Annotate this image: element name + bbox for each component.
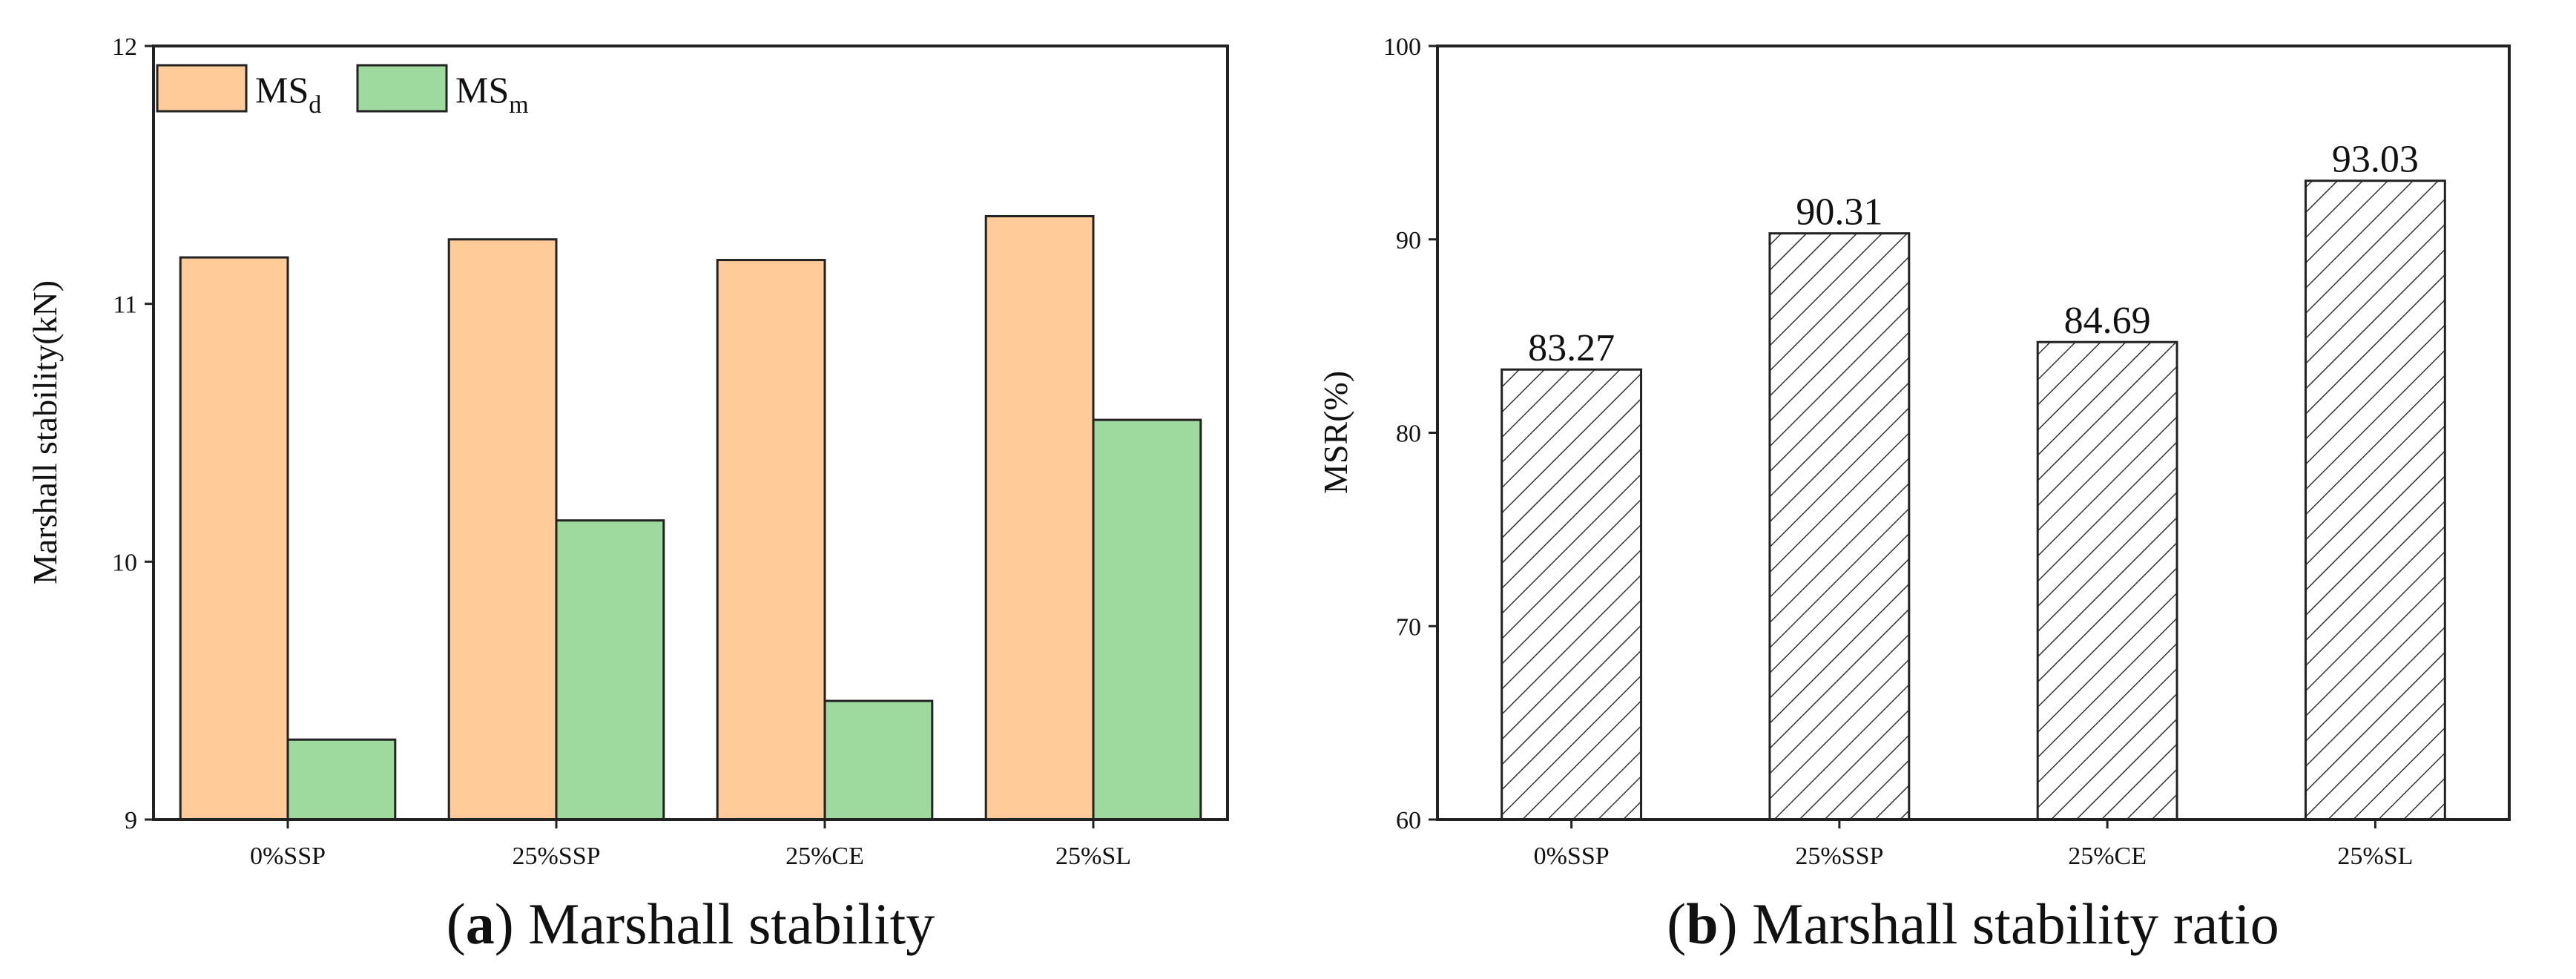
panel-b-ticks: 60 70 80 90 100 0%SSP 25%SSP 25%CE 25%SL xyxy=(1383,33,2413,870)
panel-a-y-tick-label: 11 xyxy=(113,291,137,319)
bar-msr-25pct-sl xyxy=(2304,179,2446,821)
panel-b-caption: (b) Marshall stability ratio xyxy=(1667,891,2279,956)
bar-msr-0pct-ssp xyxy=(1501,368,1643,821)
bar-msr-25pct-ce xyxy=(2036,340,2178,821)
panel-b-y-tick-label: 90 xyxy=(1396,227,1421,254)
bar-msm-0pct-ssp xyxy=(286,738,397,821)
panel-b-marshall-stability-ratio: 83.27 90.31 84.69 93.03 60 70 80 90 100 0%SSP 25%… xyxy=(1317,33,2511,956)
panel-b-x-tick-label-25pct-sl: 25%SL xyxy=(2337,843,2413,870)
panel-b-x-tick-label-25pct-ssp: 25%SSP xyxy=(1795,843,1883,870)
panel-a-x-tick-label-0pct-ssp: 0%SSP xyxy=(250,843,326,870)
panel-b-y-tick-label: 80 xyxy=(1396,421,1421,448)
panel-b-y-tick-label: 60 xyxy=(1396,807,1421,834)
panel-b-x-tick-label-0pct-ssp: 0%SSP xyxy=(1534,843,1610,870)
panel-b-y-axis-label: MSR(%) xyxy=(1317,371,1354,494)
panel-a-caption: (a) Marshall stability xyxy=(447,891,935,956)
panel-a-x-tick-label-25pct-sl: 25%SL xyxy=(1055,843,1131,870)
panel-a-x-tick-label-25pct-ssp: 25%SSP xyxy=(512,843,600,870)
panel-b-y-tick-label: 100 xyxy=(1383,33,1421,61)
panel-a-bars xyxy=(179,214,1202,821)
panel-b-bars: 83.27 90.31 84.69 93.03 xyxy=(1501,139,2446,821)
bar-msd-25pct-ssp xyxy=(447,238,558,821)
panel-a-y-axis-label: Marshall stability(kN) xyxy=(26,280,64,584)
bar-msm-25pct-sl xyxy=(1092,418,1202,821)
bar-msm-25pct-ssp xyxy=(555,519,665,821)
legend-label-msm: MSm xyxy=(455,69,529,119)
data-label-msr-0pct-ssp: 83.27 xyxy=(1528,327,1615,369)
data-label-msr-25pct-sl: 93.03 xyxy=(2332,139,2419,181)
panel-b-x-tick-label-25pct-ce: 25%CE xyxy=(2068,843,2147,870)
panel-a-y-tick-label: 9 xyxy=(125,807,137,834)
panel-a-marshall-stability: 9 10 11 12 0%SSP 25%SSP 25%CE 25%SL Marshall st… xyxy=(26,33,1229,956)
panel-b-y-tick-label: 70 xyxy=(1396,613,1421,641)
bar-msd-0pct-ssp xyxy=(179,256,289,821)
legend-swatch-msd xyxy=(156,64,248,113)
data-label-msr-25pct-ce: 84.69 xyxy=(2064,300,2151,342)
bar-msr-25pct-ssp xyxy=(1768,232,1911,821)
panel-a-y-tick-label: 10 xyxy=(112,549,137,576)
panel-b-plot-frame xyxy=(1436,44,2511,821)
data-label-msr-25pct-ssp: 90.31 xyxy=(1796,191,1882,234)
bar-msm-25pct-ce xyxy=(823,699,934,821)
panel-a-legend: MSd MSm xyxy=(156,64,529,119)
legend-label-msd: MSd xyxy=(255,69,321,119)
legend-swatch-msm xyxy=(356,64,448,113)
panel-a-plot-frame xyxy=(152,44,1229,821)
bar-msd-25pct-ce xyxy=(716,259,826,821)
panel-a-y-tick-label: 12 xyxy=(112,33,137,61)
panel-a-x-tick-label-25pct-ce: 25%CE xyxy=(785,843,864,870)
bar-msd-25pct-sl xyxy=(984,214,1095,821)
